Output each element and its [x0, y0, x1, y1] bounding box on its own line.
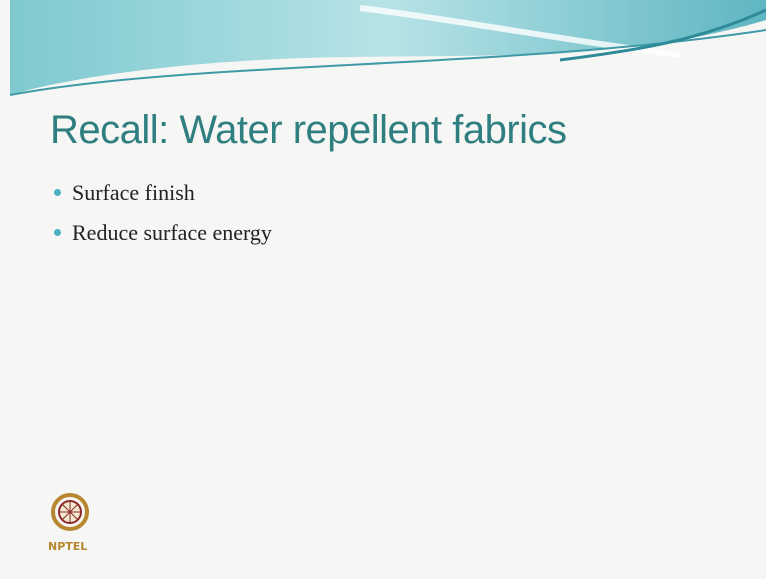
bullet-text: Reduce surface energy: [72, 220, 272, 245]
slide: Recall: Water repellent fabrics Surface …: [0, 0, 766, 579]
bullet-text: Surface finish: [72, 180, 195, 205]
header-wave: [0, 0, 766, 110]
logo-text: NPTEL: [48, 540, 87, 553]
logo: [50, 488, 90, 538]
bullet: Reduce surface energy: [56, 220, 272, 246]
slide-title: Recall: Water repellent fabrics: [50, 108, 567, 153]
bullet: Surface finish: [56, 180, 195, 206]
